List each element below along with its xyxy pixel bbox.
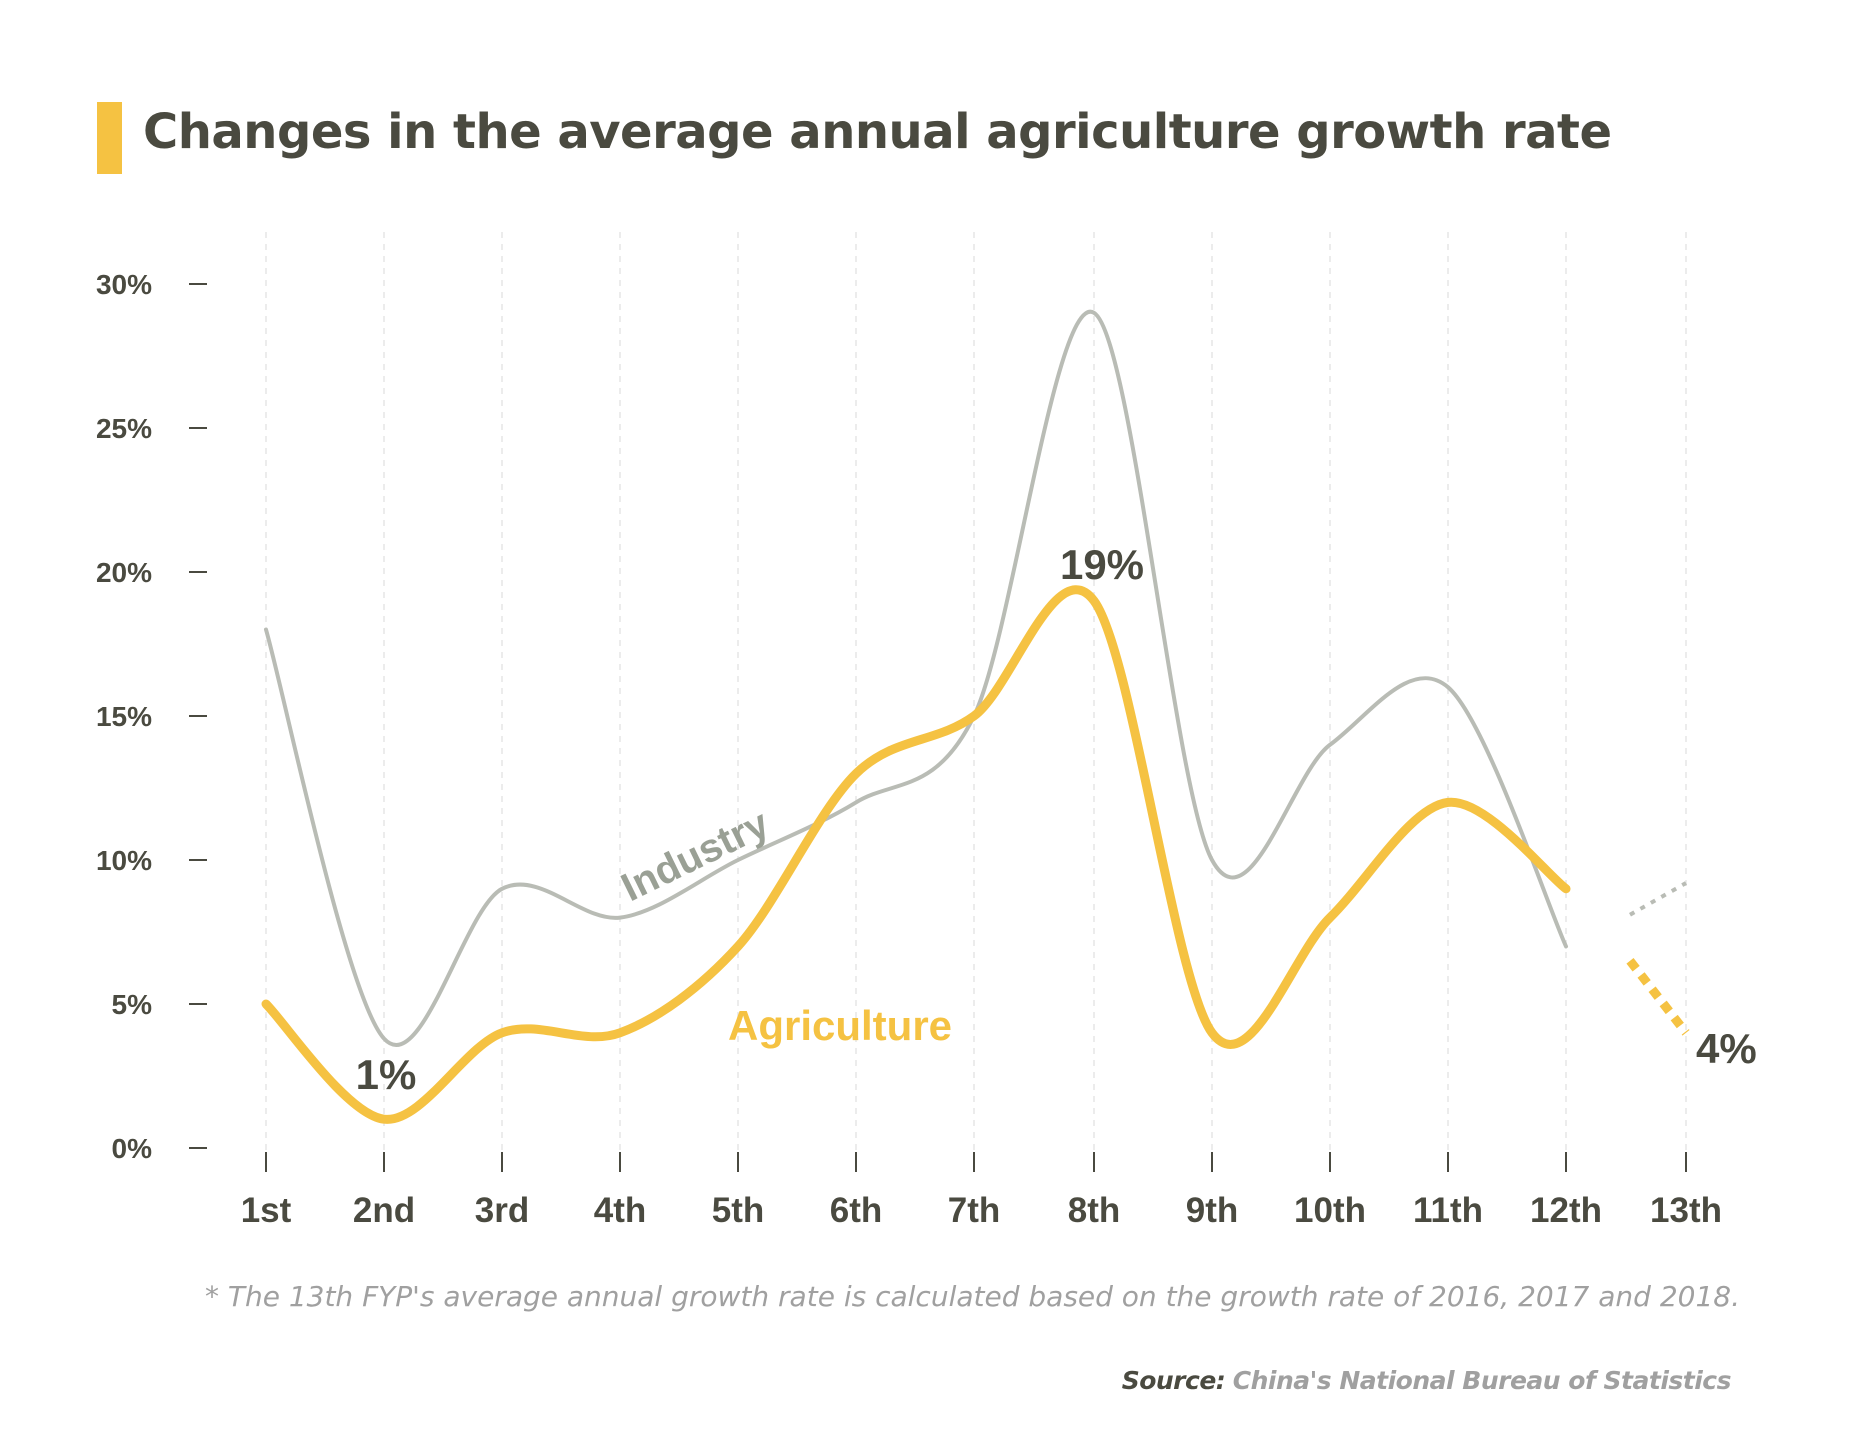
y-tick-label-3: 15% [96, 701, 152, 732]
data-label-0: 1% [356, 1051, 417, 1098]
x-tick-label-9: 10th [1294, 1191, 1366, 1230]
agriculture-projected-line [1626, 958, 1690, 1036]
y-tick-label-1: 5% [112, 989, 153, 1020]
x-tick-label-6: 7th [948, 1191, 1001, 1230]
x-tick-label-5: 6th [830, 1191, 883, 1230]
industry-projected-line [1629, 881, 1687, 917]
x-tick-label-3: 4th [594, 1191, 647, 1230]
x-tick-label-8: 9th [1186, 1191, 1239, 1230]
x-tick-label-2: 3rd [475, 1191, 529, 1230]
source-value: China's National Bureau of Statistics [1232, 1366, 1732, 1395]
x-tick-label-1: 2nd [353, 1191, 415, 1230]
x-tick-label-10: 11th [1413, 1191, 1483, 1230]
data-label-1: 19% [1060, 541, 1144, 588]
x-tick-label-0: 1st [241, 1191, 292, 1230]
x-tick-label-7: 8th [1068, 1191, 1121, 1230]
x-tick-label-12: 13th [1650, 1191, 1722, 1230]
x-tick-label-11: 12th [1530, 1191, 1602, 1230]
industry-series-line [264, 309, 1568, 1047]
x-tick-label-4: 5th [712, 1191, 765, 1230]
y-tick-label-5: 25% [96, 413, 152, 444]
footnote: * The 13th FYP's average annual growth r… [204, 1280, 1740, 1313]
y-tick-label-2: 10% [96, 845, 152, 876]
source-note: Source: China's National Bureau of Stati… [1121, 1366, 1732, 1395]
agriculture-series-label: Agriculture [728, 1002, 952, 1049]
y-tick-label-6: 30% [96, 269, 152, 300]
industry-series-label: Industry [615, 801, 777, 910]
y-tick-label-0: 0% [112, 1133, 153, 1164]
chart-title: Changes in the average annual agricultur… [143, 104, 1612, 160]
source-label: Source: [1121, 1366, 1226, 1395]
title-accent-bar [97, 102, 122, 174]
data-label-2: 4% [1696, 1025, 1757, 1072]
agriculture-series-line [261, 585, 1571, 1124]
y-tick-label-4: 20% [96, 557, 152, 588]
